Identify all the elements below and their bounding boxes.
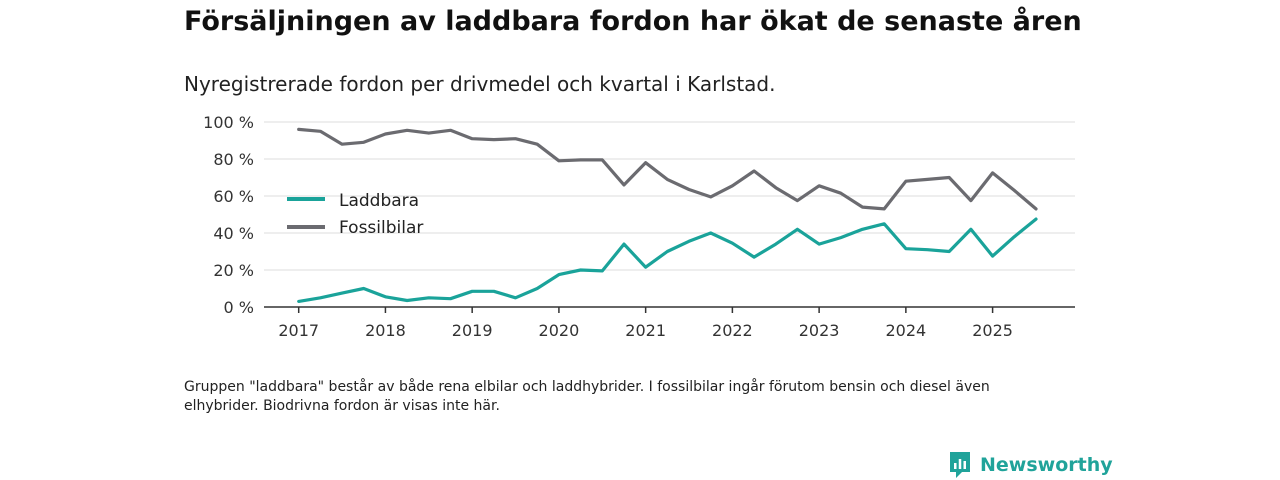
x-tick-label: 2024: [886, 321, 927, 340]
legend-label-laddbara: Laddbara: [339, 191, 419, 211]
legend: Laddbara Fossilbilar: [287, 191, 423, 238]
series-lines: [297, 127, 1038, 303]
x-tick-label: 2025: [972, 321, 1013, 340]
x-tick-label: 2019: [452, 321, 493, 340]
y-tick-label: 0 %: [224, 298, 254, 317]
series-line-fossilbilar: [297, 127, 1038, 211]
y-tick-label: 40 %: [213, 224, 254, 243]
y-tick-label: 80 %: [213, 150, 254, 169]
newsworthy-logo-icon: [950, 452, 970, 478]
series-line-laddbara: [297, 217, 1038, 303]
x-tick-label: 2022: [712, 321, 753, 340]
brand-name: Newsworthy: [980, 454, 1113, 476]
x-tick-label: 2021: [625, 321, 666, 340]
chart-subtitle: Nyregistrerade fordon per drivmedel och …: [184, 72, 776, 96]
legend-label-fossilbilar: Fossilbilar: [339, 218, 423, 238]
y-tick-label: 60 %: [213, 187, 254, 206]
y-tick-label: 20 %: [213, 261, 254, 280]
newsworthy-brand: Newsworthy: [948, 450, 1113, 480]
grid-lines: [264, 121, 1075, 271]
chart-footnote: Gruppen "laddbara" består av både rena e…: [184, 379, 990, 414]
x-tick-label: 2020: [539, 321, 580, 340]
chart-title: Försäljningen av laddbara fordon har öka…: [184, 6, 1082, 37]
x-tick-label: 2018: [365, 321, 406, 340]
x-tick-label: 2017: [278, 321, 319, 340]
x-tick-label: 2023: [799, 321, 840, 340]
y-tick-label: 100 %: [203, 113, 254, 132]
axes: 0 % 20 % 40 % 60 % 80 % 100 % 2017 2018 2019 2020…: [203, 113, 1075, 340]
